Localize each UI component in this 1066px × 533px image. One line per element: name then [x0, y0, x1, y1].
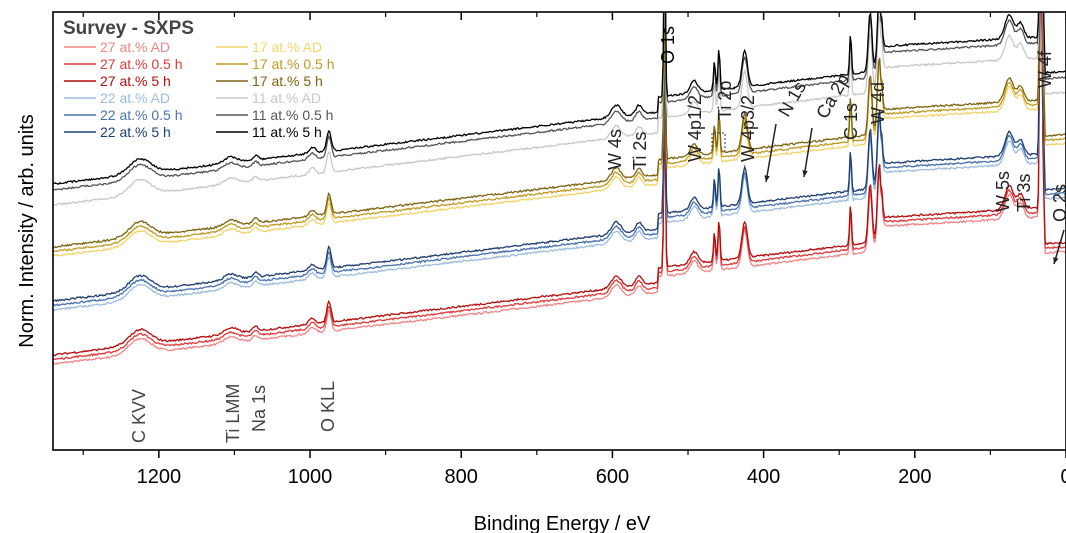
- x-axis-label: Binding Energy / eV: [474, 513, 651, 533]
- peak-label: W 4d: [868, 82, 888, 124]
- series-line: [53, 12, 1066, 206]
- series-line: [53, 12, 1066, 257]
- series-line: [53, 12, 1066, 307]
- peak-label: Na 1s: [249, 385, 269, 432]
- x-tick-label: 600: [596, 466, 629, 488]
- peak-label: O 1s: [658, 26, 678, 64]
- peak-label: Ti 2p: [715, 81, 735, 120]
- legend-item-label: 11 at.% AD: [252, 90, 321, 106]
- legend-item-label: 11 at.% 0.5 h: [252, 107, 333, 123]
- legend-item-label: 22 at.% 0.5 h: [100, 107, 183, 123]
- annotation-arrow: [803, 127, 813, 178]
- x-tick-label: 400: [747, 466, 780, 488]
- annotation-arrowhead: [1053, 257, 1059, 264]
- annotation-arrow: [765, 123, 777, 183]
- x-tick-label: 800: [445, 466, 478, 488]
- legend-item-label: 17 at.% 5 h: [252, 73, 323, 89]
- annotation-arrowhead: [802, 170, 808, 177]
- chart-title: Survey - SXPS: [63, 18, 194, 39]
- peak-label: W 4p1/2: [685, 95, 705, 162]
- legend-item-label: 22 at.% 5 h: [100, 124, 171, 140]
- x-tick-label: 0: [1060, 466, 1066, 488]
- peak-label: W 4f: [1035, 50, 1055, 88]
- peak-label: Ti LMM: [223, 384, 243, 443]
- x-tick-label: 200: [898, 466, 931, 488]
- legend-item-label: 17 at.% AD: [252, 39, 322, 55]
- peak-label: O 2s: [1050, 184, 1066, 222]
- peak-label: C KVV: [129, 389, 149, 443]
- annotation-arrowhead: [764, 175, 770, 182]
- series-line: [53, 12, 1066, 249]
- spectra-group: [53, 12, 1066, 366]
- legend-item-label: 17 at.% 0.5 h: [252, 56, 335, 72]
- series-line: [53, 12, 1066, 185]
- legend-item-label: 27 at.% 0.5 h: [100, 56, 183, 72]
- series-line: [53, 12, 1066, 253]
- legend-item-label: 27 at.% AD: [100, 39, 170, 55]
- series-line: [53, 12, 1066, 366]
- x-tick-label: 1000: [288, 466, 333, 488]
- peak-label: O KLL: [318, 381, 338, 432]
- peak-label: W 4s: [605, 129, 625, 170]
- series-line: [53, 12, 1066, 303]
- legend-item-label: 11 at.% 5 h: [252, 124, 322, 140]
- legend-item-label: 22 at.% AD: [100, 90, 170, 106]
- axes-group: 1200 1000 800 600 400 200 0: [82, 12, 1066, 488]
- series-line: [53, 12, 1066, 312]
- series-line: [53, 12, 1066, 357]
- peak-label: N 1s: [774, 78, 810, 120]
- peak-labels-group: C KVV Ti LMM Na 1s O KLL W 4s Ti 2s O 1s W 4p1/…: [129, 26, 1066, 443]
- series-line: [53, 12, 1066, 191]
- peak-label: W 4p3/2: [738, 95, 758, 162]
- ti2p-bracket: [711, 132, 726, 151]
- peak-label: C 1s: [841, 103, 861, 140]
- y-axis-label: Norm. Intensity / arb. units: [16, 114, 38, 347]
- plot-frame: [52, 11, 1066, 451]
- legend-item-label: 27 at.% 5 h: [100, 73, 171, 89]
- x-tick-label: 1200: [137, 466, 182, 488]
- peak-label: W 5s: [993, 171, 1013, 212]
- series-line: [53, 12, 1066, 361]
- peak-label: Ti 3s: [1014, 174, 1034, 212]
- peak-label: Ti 2s: [630, 132, 650, 170]
